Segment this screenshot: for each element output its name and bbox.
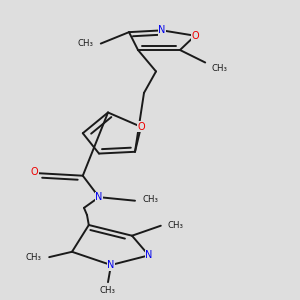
Text: CH₃: CH₃ — [142, 195, 158, 204]
Text: CH₃: CH₃ — [78, 39, 94, 48]
Text: O: O — [31, 167, 39, 177]
Text: CH₃: CH₃ — [211, 64, 227, 73]
Text: N: N — [107, 260, 115, 270]
Text: N: N — [145, 250, 152, 260]
Text: N: N — [158, 26, 166, 35]
Text: O: O — [137, 122, 145, 132]
Text: CH₃: CH₃ — [100, 286, 116, 295]
Text: N: N — [95, 192, 103, 202]
Text: CH₃: CH₃ — [168, 221, 184, 230]
Text: CH₃: CH₃ — [26, 253, 42, 262]
Text: O: O — [191, 31, 199, 41]
